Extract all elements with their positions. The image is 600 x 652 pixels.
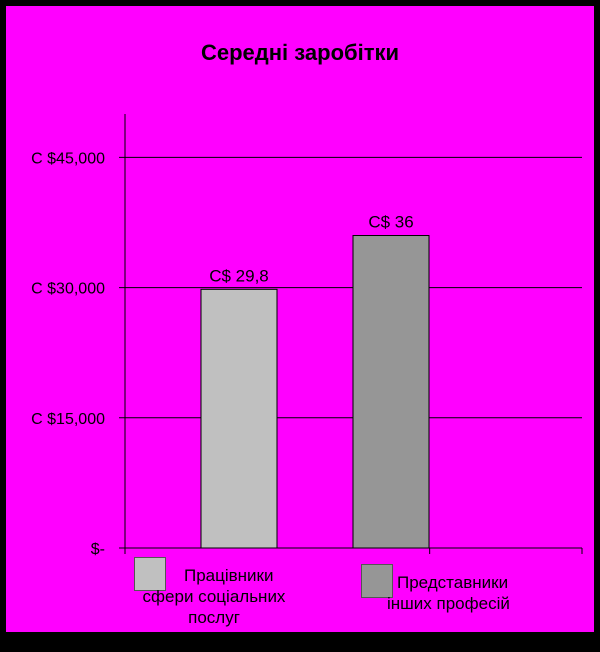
y-tick-label: C $15,000	[31, 411, 105, 428]
legend-text-social-workers: Працівники сфери соціальних послуг	[124, 565, 304, 628]
legend-swatch-other-professions	[361, 564, 393, 598]
legend-line: Представники	[397, 573, 509, 592]
chart-frame: Середні заробітки $- C $15,000 C $30,000 C …	[6, 6, 594, 632]
legend-line: Працівники	[184, 566, 274, 585]
legend-text-other-professions: Представники інших професій	[371, 572, 541, 614]
chart-title: Середні заробітки	[200, 40, 400, 65]
legend-line: інших професій	[387, 594, 510, 613]
y-tick-label: C $45,000	[31, 150, 105, 167]
legend-line: сфери соціальних	[142, 587, 286, 606]
bar-chart: $- C $15,000 C $30,000 C $45,000 C$ 29,8 C$ 3…	[31, 114, 583, 558]
data-label-2: C$ 36	[368, 213, 413, 232]
bar-2	[352, 235, 430, 549]
y-tick-label: $-	[91, 541, 105, 558]
legend-swatch-social-workers	[134, 557, 166, 591]
data-label-1: C$ 29,8	[209, 266, 269, 285]
bar-1	[200, 288, 278, 549]
y-tick-label: C $30,000	[31, 281, 105, 298]
legend-line: послуг	[188, 608, 240, 627]
